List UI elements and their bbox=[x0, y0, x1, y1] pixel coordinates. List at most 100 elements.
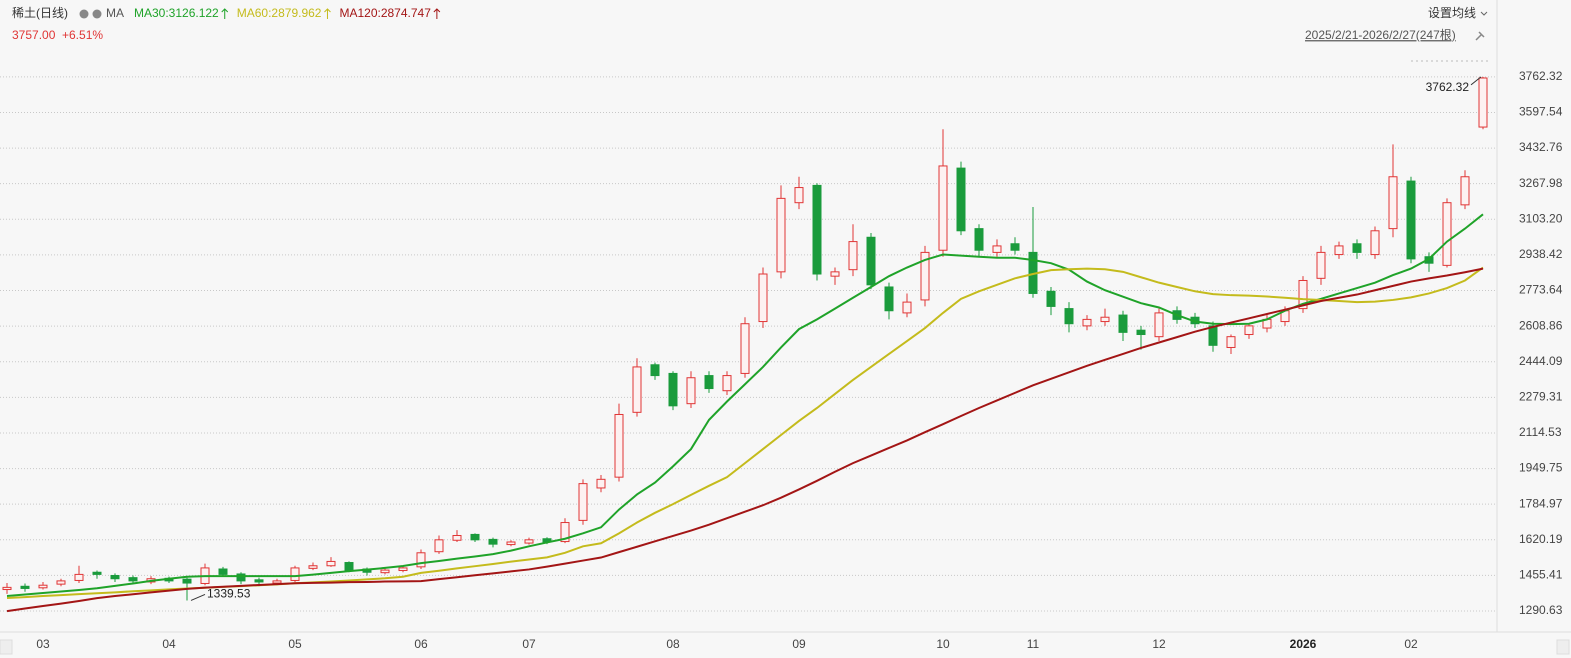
candle-body bbox=[794, 187, 804, 204]
candle-body bbox=[1406, 180, 1416, 260]
x-tick-label: 08 bbox=[666, 637, 680, 651]
candle-body bbox=[578, 483, 588, 521]
candle-body bbox=[614, 413, 624, 478]
candle-body bbox=[236, 573, 246, 582]
legend-arrow bbox=[324, 8, 331, 19]
legend-arrow bbox=[433, 8, 441, 19]
legend-entry: MA30:3126.122 bbox=[134, 6, 219, 20]
candle-body bbox=[1244, 325, 1254, 336]
candle-body bbox=[686, 377, 696, 405]
x-tick-label: 09 bbox=[792, 637, 806, 651]
dropdown-icon[interactable] bbox=[1480, 11, 1488, 16]
pin-icon[interactable] bbox=[1475, 31, 1485, 41]
y-tick-label: 2608.86 bbox=[1519, 318, 1563, 332]
candle-body bbox=[704, 375, 714, 390]
y-tick-label: 2938.42 bbox=[1519, 247, 1563, 261]
legend-entry: MA120:2874.747 bbox=[339, 6, 431, 20]
y-tick-label: 2279.31 bbox=[1519, 390, 1563, 404]
candle-body bbox=[1370, 230, 1380, 256]
candle-body bbox=[1082, 318, 1092, 327]
candle-body bbox=[434, 539, 444, 553]
high-arrow bbox=[1470, 76, 1482, 86]
scroll-left[interactable] bbox=[0, 639, 13, 655]
settings-button[interactable]: 设置均线 bbox=[1428, 6, 1476, 20]
candle-body bbox=[1064, 308, 1074, 325]
candle-body bbox=[1298, 279, 1308, 310]
candle-body bbox=[776, 197, 786, 273]
y-tick-label: 2444.09 bbox=[1519, 354, 1563, 368]
candle-body bbox=[488, 538, 498, 545]
candle-body bbox=[632, 366, 642, 413]
candle-body bbox=[1460, 176, 1470, 206]
candle-body bbox=[1226, 336, 1236, 348]
candle-body bbox=[182, 578, 192, 584]
candle-body bbox=[290, 567, 300, 581]
candle-body bbox=[974, 228, 984, 251]
candle-body bbox=[1442, 202, 1452, 266]
candle-body bbox=[992, 245, 1002, 253]
y-tick-label: 1949.75 bbox=[1519, 461, 1563, 475]
settings-icons[interactable] bbox=[79, 9, 102, 19]
candle-body bbox=[722, 375, 732, 392]
candle-body bbox=[902, 301, 912, 314]
candle-body bbox=[1046, 290, 1056, 307]
x-tick-label: 05 bbox=[288, 637, 302, 651]
candle-body bbox=[1478, 77, 1488, 128]
x-tick-label: 03 bbox=[36, 637, 50, 651]
candle-body bbox=[1208, 325, 1218, 346]
low-annotation: 1339.53 bbox=[207, 587, 251, 601]
candle-body bbox=[110, 574, 120, 580]
candle-body bbox=[812, 184, 822, 275]
x-tick-label: 10 bbox=[936, 637, 950, 651]
candle-body bbox=[416, 552, 426, 568]
close-icon[interactable] bbox=[92, 9, 102, 19]
candle-body bbox=[506, 541, 516, 546]
gear-icon[interactable] bbox=[79, 9, 89, 19]
candle-body bbox=[650, 364, 660, 377]
candle-body bbox=[452, 535, 462, 541]
candle-body bbox=[740, 323, 750, 374]
candle-body bbox=[272, 580, 282, 584]
y-tick-label: 1455.41 bbox=[1519, 568, 1563, 582]
y-tick-label: 1784.97 bbox=[1519, 496, 1563, 510]
x-tick-label: 07 bbox=[522, 637, 536, 651]
y-tick-label: 2773.64 bbox=[1519, 283, 1563, 297]
chart-title: 稀土(日线) bbox=[12, 6, 68, 20]
candle-body bbox=[938, 165, 948, 251]
candle-body bbox=[1154, 312, 1164, 338]
candle-body bbox=[1100, 316, 1110, 323]
candle-body bbox=[560, 522, 570, 543]
candle-body bbox=[1136, 329, 1146, 336]
candle-body bbox=[596, 478, 606, 489]
candle-body bbox=[92, 571, 102, 575]
candle-body bbox=[1316, 251, 1326, 279]
x-tick-label: 11 bbox=[1027, 637, 1040, 651]
scroll-right[interactable] bbox=[1556, 639, 1570, 655]
candle-body bbox=[830, 271, 840, 277]
candle-body bbox=[758, 273, 768, 323]
candle-body bbox=[308, 565, 318, 569]
candle-body bbox=[884, 286, 894, 312]
range-label[interactable]: 2025/2/21-2026/2/27(247根) bbox=[1305, 28, 1456, 42]
y-tick-label: 3267.98 bbox=[1519, 176, 1563, 190]
plot: 1290.63 1455.41 1620.19 1784.97 1949.75 2114.… bbox=[0, 69, 1563, 651]
ma-line bbox=[6, 267, 1484, 613]
candle-body bbox=[956, 167, 966, 232]
candle-body bbox=[1352, 243, 1362, 253]
candle-body bbox=[380, 569, 390, 574]
change-label: +6.51% bbox=[62, 28, 103, 42]
y-tick-label: 3432.76 bbox=[1519, 140, 1563, 154]
candle-body bbox=[38, 584, 48, 589]
x-tick-label: 04 bbox=[162, 637, 176, 651]
candle-body bbox=[74, 573, 84, 581]
candle-body bbox=[524, 539, 534, 544]
candle-body bbox=[344, 562, 354, 571]
candle-body bbox=[2, 586, 12, 591]
candle-body bbox=[128, 577, 138, 582]
candle-body bbox=[1010, 243, 1020, 251]
candle-body bbox=[470, 533, 480, 541]
legend-entry: MA60:2879.962 bbox=[237, 6, 322, 20]
high-annotation: 3762.32 bbox=[1426, 80, 1470, 94]
